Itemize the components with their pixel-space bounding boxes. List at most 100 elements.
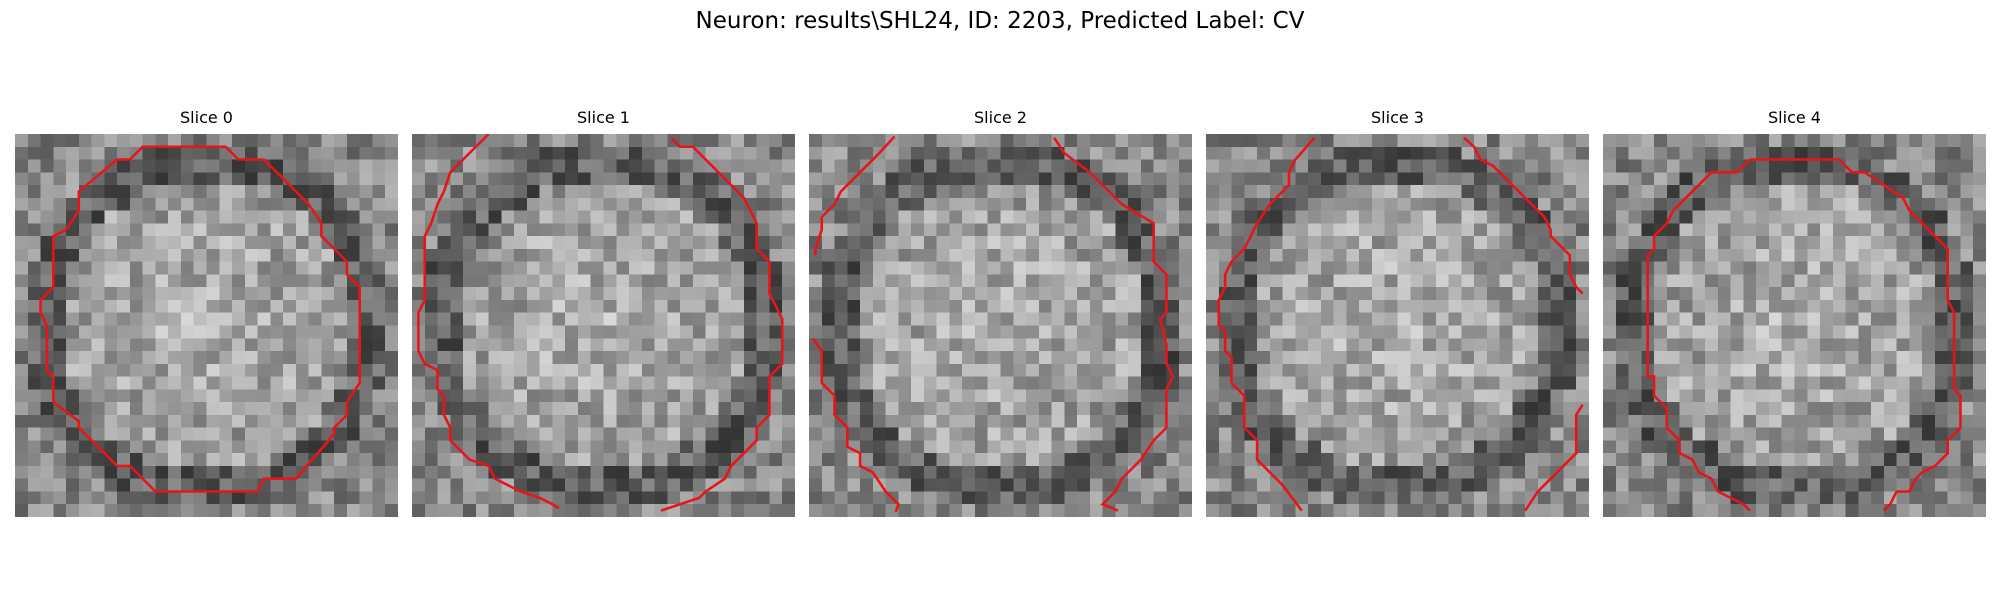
pixel (1909, 414, 1923, 428)
pixel (809, 197, 822, 211)
pixel (1410, 236, 1424, 249)
pixel (1333, 287, 1347, 300)
pixel (731, 376, 744, 390)
pixel (514, 146, 527, 160)
pixel (782, 363, 795, 377)
pixel (219, 389, 233, 403)
pixel (257, 440, 271, 454)
pixel (1794, 338, 1808, 352)
pixel (155, 338, 169, 352)
pixel (321, 146, 335, 160)
pixel (1794, 427, 1808, 441)
pixel (155, 210, 169, 224)
pixel (552, 274, 566, 288)
pixel (1576, 261, 1589, 275)
pixel (923, 363, 937, 377)
pixel (1000, 363, 1014, 377)
pixel (743, 312, 757, 326)
pixel (872, 274, 886, 288)
pixel (872, 134, 886, 147)
pixel (1320, 210, 1334, 224)
pixel (1115, 312, 1129, 326)
pixel (1628, 236, 1642, 249)
pixel (1371, 351, 1385, 364)
pixel (1486, 185, 1500, 198)
pixel (27, 363, 41, 377)
pixel (1000, 159, 1014, 173)
pixel (129, 504, 143, 517)
pixel (1871, 414, 1884, 428)
pixel (142, 363, 156, 377)
pixel (346, 134, 360, 147)
pixel (629, 287, 642, 300)
pixel (1410, 453, 1424, 466)
pixel (552, 389, 566, 403)
pixel (1166, 427, 1180, 441)
pixel (437, 197, 451, 211)
pixel (1384, 402, 1398, 415)
pixel (1743, 159, 1757, 173)
pixel (295, 197, 309, 211)
pixel (1960, 414, 1974, 428)
pixel (1768, 299, 1782, 313)
pixel (898, 427, 912, 441)
pixel (1423, 338, 1436, 352)
pixel (372, 504, 386, 517)
pixel (475, 210, 489, 224)
pixel (860, 210, 873, 224)
pixel (346, 159, 360, 173)
pixel (1743, 363, 1757, 377)
pixel (1947, 172, 1961, 186)
pixel (769, 465, 783, 479)
pixel (475, 351, 489, 364)
pixel (270, 478, 284, 492)
pixel (1576, 185, 1589, 198)
pixel (1064, 312, 1078, 326)
pixel (193, 338, 207, 352)
pixel (1960, 134, 1974, 147)
pixel (1576, 376, 1589, 390)
pixel (206, 146, 220, 160)
pixel (1269, 427, 1283, 441)
pixel (565, 236, 578, 249)
pixel (1231, 325, 1245, 339)
pixel (1563, 159, 1577, 173)
pixel (1768, 172, 1782, 186)
pixel (1705, 287, 1718, 300)
pixel (1550, 414, 1564, 428)
pixel (1666, 389, 1680, 403)
pixel (437, 465, 451, 479)
pixel (1320, 134, 1334, 147)
pixel (718, 351, 732, 364)
pixel (1013, 261, 1027, 275)
pixel (334, 146, 347, 160)
pixel (372, 491, 386, 505)
pixel (155, 478, 169, 492)
pixel (501, 453, 515, 466)
pixel (1807, 274, 1821, 288)
pixel (629, 453, 642, 466)
pixel (847, 504, 861, 517)
pixel (27, 185, 41, 198)
pixel (680, 274, 693, 288)
pixel (603, 414, 617, 428)
pixel (1537, 146, 1551, 160)
pixel (168, 185, 181, 198)
pixel (1128, 185, 1141, 198)
pixel (1922, 197, 1935, 211)
pixel (1102, 172, 1116, 186)
pixel (117, 402, 130, 415)
pixel (334, 351, 347, 364)
pixel (1474, 453, 1487, 466)
pixel (1832, 261, 1846, 275)
pixel (450, 478, 464, 492)
pixel (514, 351, 527, 364)
pixel (1026, 402, 1039, 415)
pixel (1346, 223, 1360, 237)
pixel (1909, 223, 1923, 237)
pixel (1282, 491, 1296, 505)
pixel (860, 185, 873, 198)
pixel (359, 236, 373, 249)
pixel (1064, 453, 1078, 466)
pixel (731, 465, 744, 479)
